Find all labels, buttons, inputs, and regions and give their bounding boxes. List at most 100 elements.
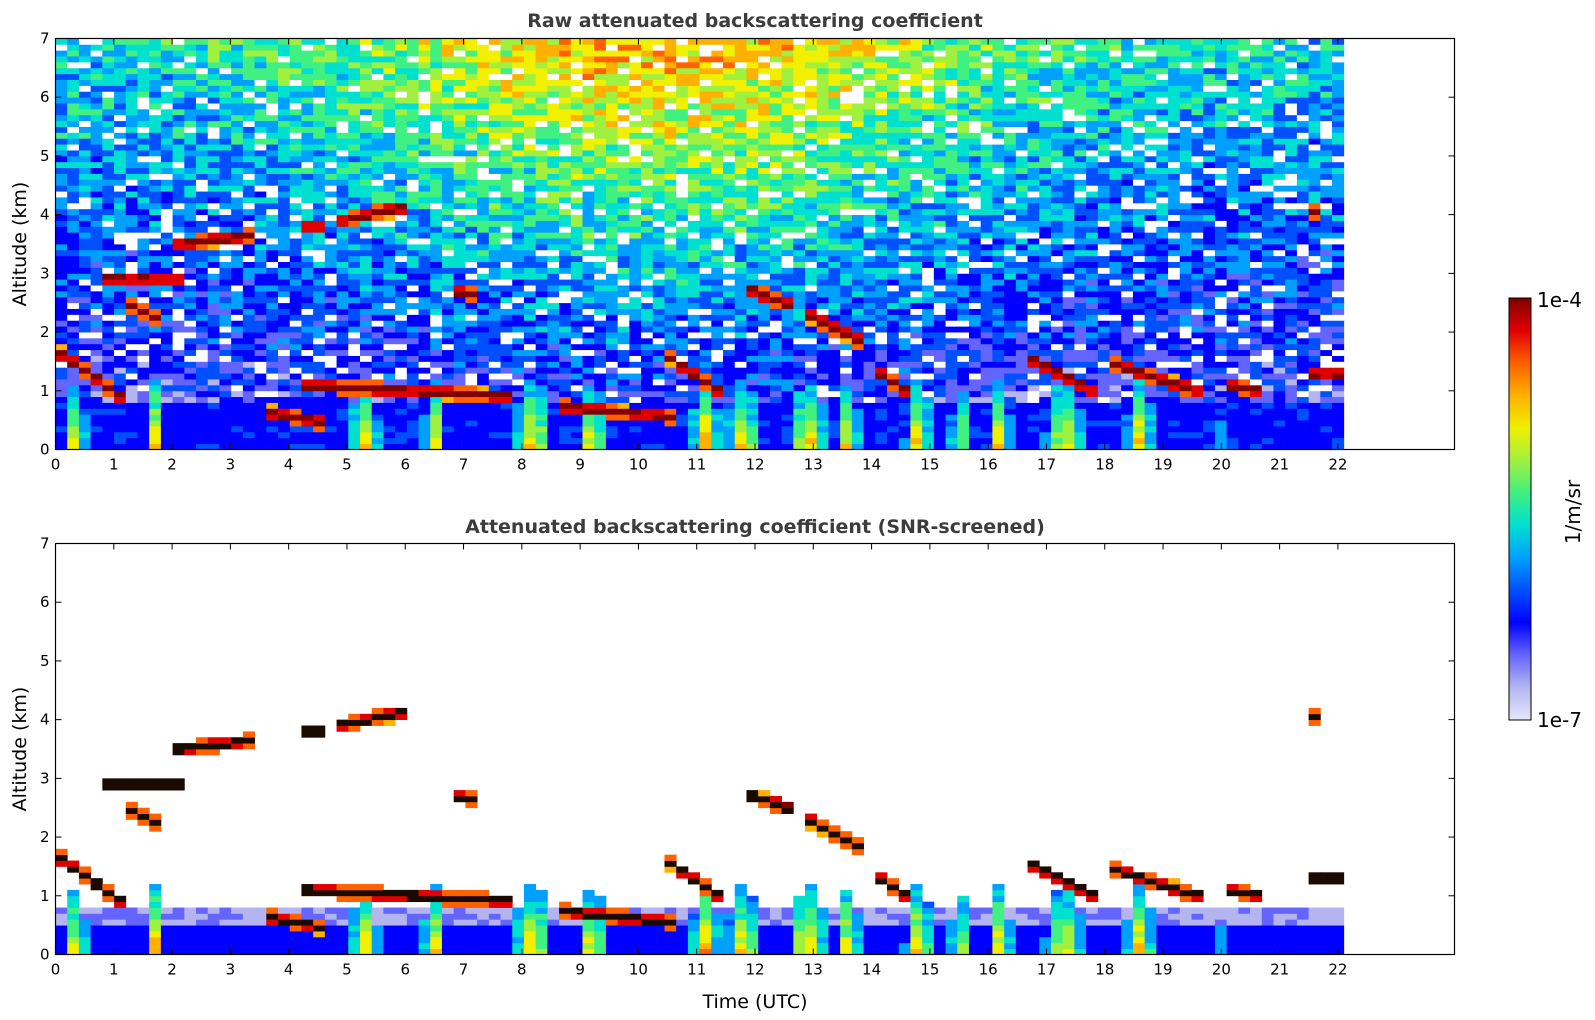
- heatmap-cell: [734, 384, 747, 392]
- heatmap-cell: [207, 67, 220, 75]
- heatmap-cell: [559, 173, 572, 180]
- heatmap-cell: [184, 320, 197, 327]
- heatmap-cell: [324, 343, 337, 351]
- heatmap-cell: [160, 238, 174, 245]
- heatmap-cell: [582, 249, 595, 257]
- heatmap-cell: [723, 114, 736, 122]
- heatmap-cell: [711, 302, 724, 309]
- heatmap-cell: [465, 361, 478, 368]
- heatmap-cell: [699, 384, 712, 392]
- heatmap-cell: [406, 355, 419, 362]
- heatmap-cell: [383, 273, 396, 280]
- heatmap-cell: [90, 279, 103, 286]
- heatmap-cell: [184, 337, 197, 345]
- heatmap-cell: [711, 308, 724, 315]
- heatmap-cell: [769, 161, 782, 169]
- heatmap-cell: [887, 302, 900, 309]
- heatmap-cell: [723, 132, 736, 139]
- heatmap-cell: [67, 343, 80, 351]
- heatmap-cell: [418, 67, 431, 75]
- heatmap-cell: [219, 50, 232, 57]
- heatmap-cell: [816, 232, 829, 239]
- heatmap-cell: [781, 138, 794, 145]
- heatmap-cell: [769, 85, 782, 92]
- heatmap-cell: [78, 273, 92, 280]
- heatmap-cell: [465, 226, 478, 233]
- heatmap-cell: [67, 349, 80, 356]
- heatmap-cell: [500, 431, 513, 439]
- heatmap-cell: [769, 44, 782, 51]
- heatmap-cell: [734, 314, 747, 321]
- heatmap-cell: [465, 197, 478, 204]
- heatmap-cell: [863, 290, 876, 298]
- heatmap-cell: [851, 302, 864, 309]
- heatmap-cell: [676, 161, 689, 169]
- heatmap-cell: [242, 402, 255, 409]
- heatmap-cell: [231, 103, 244, 110]
- heatmap-cell: [301, 349, 314, 356]
- heatmap-cell: [746, 249, 759, 257]
- heatmap-cell: [242, 208, 255, 216]
- heatmap-cell: [395, 138, 408, 145]
- heatmap-cell: [793, 343, 806, 351]
- heatmap-cell: [90, 232, 103, 239]
- heatmap-cell: [254, 114, 267, 122]
- heatmap-cell: [488, 296, 501, 304]
- heatmap-cell: [535, 261, 548, 268]
- heatmap-cell: [875, 308, 888, 315]
- heatmap-cell: [336, 138, 349, 145]
- heatmap-cell: [55, 402, 68, 409]
- heatmap-cell: [746, 132, 759, 139]
- heatmap-cell: [196, 208, 209, 216]
- heatmap-cell: [231, 320, 244, 327]
- heatmap-cell: [781, 150, 794, 157]
- heatmap-cell: [278, 220, 291, 227]
- heatmap-cell: [336, 402, 349, 409]
- heatmap-cell: [90, 155, 103, 163]
- heatmap-cell: [160, 155, 174, 163]
- heatmap-cell: [254, 179, 267, 186]
- heatmap-cell: [594, 97, 607, 104]
- heatmap-cell: [78, 332, 92, 339]
- heatmap-cell: [219, 202, 232, 210]
- heatmap-cell: [441, 402, 455, 409]
- heatmap-cell: [278, 238, 291, 245]
- heatmap-cell: [55, 367, 68, 374]
- heatmap-cell: [196, 73, 209, 80]
- heatmap-cell: [523, 44, 537, 51]
- heatmap-cell: [90, 402, 103, 409]
- heatmap-cell: [465, 443, 478, 450]
- heatmap-cell: [313, 44, 326, 51]
- heatmap-cell: [594, 426, 607, 433]
- heatmap-cell: [184, 155, 197, 163]
- heatmap-cell: [90, 73, 103, 80]
- heatmap-cell: [500, 390, 513, 398]
- heatmap-cell: [453, 285, 466, 292]
- heatmap-cell: [840, 44, 853, 51]
- heatmap-cell: [348, 285, 361, 292]
- heatmap-cell: [219, 343, 232, 351]
- heatmap-cell: [324, 314, 337, 321]
- heatmap-cell: [242, 408, 255, 415]
- heatmap-cell: [441, 97, 455, 104]
- heatmap-cell: [652, 61, 665, 69]
- heatmap-cell: [828, 150, 841, 157]
- heatmap-cell: [395, 126, 408, 133]
- heatmap-cell: [102, 120, 115, 127]
- heatmap-cell: [289, 114, 302, 122]
- heatmap-cell: [430, 138, 443, 145]
- heatmap-cell: [746, 326, 759, 333]
- heatmap-cell: [383, 155, 396, 163]
- heatmap-cell: [851, 255, 864, 263]
- heatmap-cell: [828, 173, 841, 180]
- heatmap-cell: [395, 408, 408, 415]
- heatmap-cell: [594, 390, 607, 398]
- heatmap-cell: [254, 85, 267, 92]
- heatmap-cell: [219, 208, 232, 216]
- heatmap-cell: [781, 103, 794, 110]
- heatmap-cell: [746, 103, 759, 110]
- heatmap-cell: [559, 38, 572, 45]
- heatmap-cell: [547, 402, 560, 409]
- heatmap-cell: [512, 138, 525, 145]
- heatmap-cell: [90, 197, 103, 204]
